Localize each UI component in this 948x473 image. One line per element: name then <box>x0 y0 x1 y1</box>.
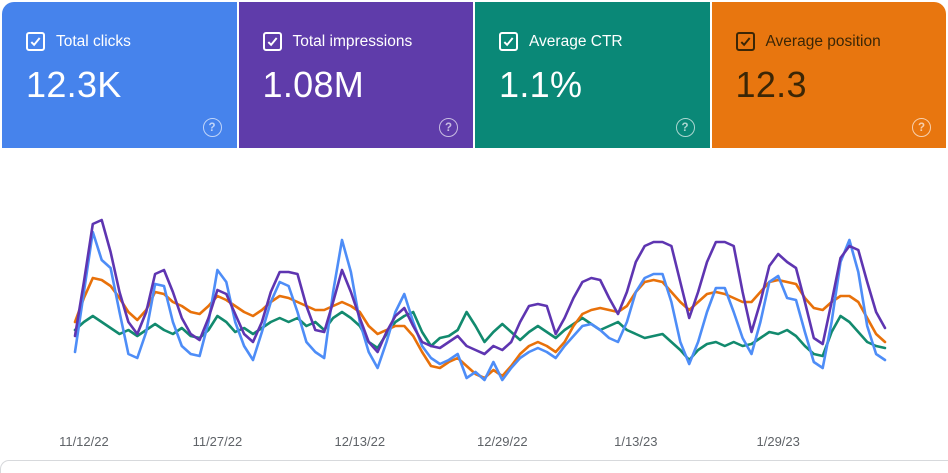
metric-card-average-ctr[interactable]: Average CTR 1.1% ? <box>475 2 710 148</box>
x-axis-tick-label: 11/27/22 <box>193 434 243 449</box>
checkbox-checked-icon[interactable] <box>262 32 282 51</box>
x-axis-tick-label: 1/29/23 <box>757 434 800 449</box>
metrics-row: Total clicks 12.3K ? Total impressions 1… <box>0 0 948 148</box>
help-icon[interactable]: ? <box>439 118 458 137</box>
metric-card-header: Average CTR <box>499 32 692 51</box>
performance-line-chart[interactable]: 11/12/22 11/27/22 12/13/22 12/29/22 1/13/23 1… <box>0 148 948 454</box>
x-axis-tick-label: 12/29/22 <box>477 434 528 449</box>
series-line-total-clicks <box>73 230 887 382</box>
metric-value: 12.3K <box>26 64 122 105</box>
metric-label: Average CTR <box>529 32 623 50</box>
metric-card-header: Total impressions <box>262 32 456 51</box>
metric-card-header: Total clicks <box>26 32 219 51</box>
help-icon[interactable]: ? <box>912 118 931 137</box>
metric-value: 1.08M <box>262 64 365 105</box>
metric-value: 1.1% <box>499 64 583 105</box>
series-line-average-ctr <box>73 310 887 362</box>
x-axis-tick-label: 1/13/23 <box>614 434 657 449</box>
x-axis-tick-label: 11/12/22 <box>59 434 109 449</box>
metric-value: 12.3 <box>735 64 807 105</box>
series-line-total-impressions <box>73 218 887 356</box>
checkbox-checked-icon[interactable] <box>735 32 755 51</box>
performance-chart-area: 11/12/22 11/27/22 12/13/22 12/29/22 1/13/23 1… <box>0 148 948 454</box>
metric-card-header: Average position <box>735 32 929 51</box>
metric-card-average-position[interactable]: Average position 12.3 ? <box>711 2 946 148</box>
metric-card-total-clicks[interactable]: Total clicks 12.3K ? <box>2 2 237 148</box>
next-section-top-edge <box>0 460 948 473</box>
metric-label: Total impressions <box>292 32 413 50</box>
metric-label: Total clicks <box>56 32 131 50</box>
help-icon[interactable]: ? <box>202 118 222 137</box>
x-axis-tick-label: 12/13/22 <box>334 434 385 449</box>
metric-label: Average position <box>765 32 881 50</box>
checkbox-checked-icon[interactable] <box>26 32 45 51</box>
metric-card-total-impressions[interactable]: Total impressions 1.08M ? <box>238 2 473 148</box>
help-icon[interactable]: ? <box>675 118 695 137</box>
checkbox-checked-icon[interactable] <box>499 32 518 51</box>
